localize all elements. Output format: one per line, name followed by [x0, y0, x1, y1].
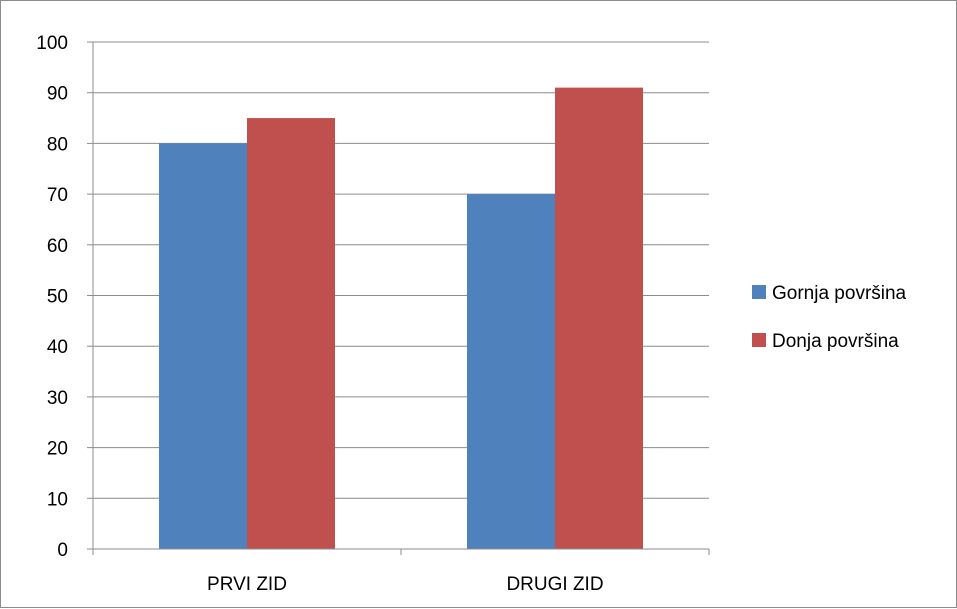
bar-gornja-drugi	[467, 194, 555, 549]
y-tick-label: 10	[47, 489, 68, 510]
x-category-labels: PRVI ZID DRUGI ZID	[207, 574, 604, 595]
y-tick-label: 90	[47, 84, 68, 105]
y-tick-label: 40	[47, 337, 68, 358]
y-tick-label: 0	[57, 540, 68, 561]
x-category-label: DRUGI ZID	[506, 574, 603, 595]
y-tick-label: 70	[47, 185, 68, 206]
y-tick-label: 80	[47, 134, 68, 155]
y-tick-label: 20	[47, 439, 68, 460]
y-tick-label: 50	[47, 287, 68, 308]
bar-donja-drugi	[555, 87, 643, 549]
legend-swatch	[752, 333, 766, 347]
y-tick-label: 30	[47, 388, 68, 409]
legend-label: Gornja površina	[772, 283, 907, 304]
y-tick-label: 60	[47, 236, 68, 257]
axes	[87, 41, 710, 555]
y-tick-labels: 0 10 20 30 40 50 60 70 80 90 100	[36, 33, 68, 561]
bar-gornja-prvi	[159, 143, 247, 549]
legend-label: Donja površina	[772, 331, 899, 352]
bar-donja-prvi	[247, 118, 335, 550]
y-tick-label: 100	[36, 33, 68, 54]
x-category-label: PRVI ZID	[207, 574, 287, 595]
legend: Gornja površina Donja površina	[752, 283, 907, 352]
bars	[159, 87, 643, 550]
legend-swatch	[752, 285, 766, 299]
